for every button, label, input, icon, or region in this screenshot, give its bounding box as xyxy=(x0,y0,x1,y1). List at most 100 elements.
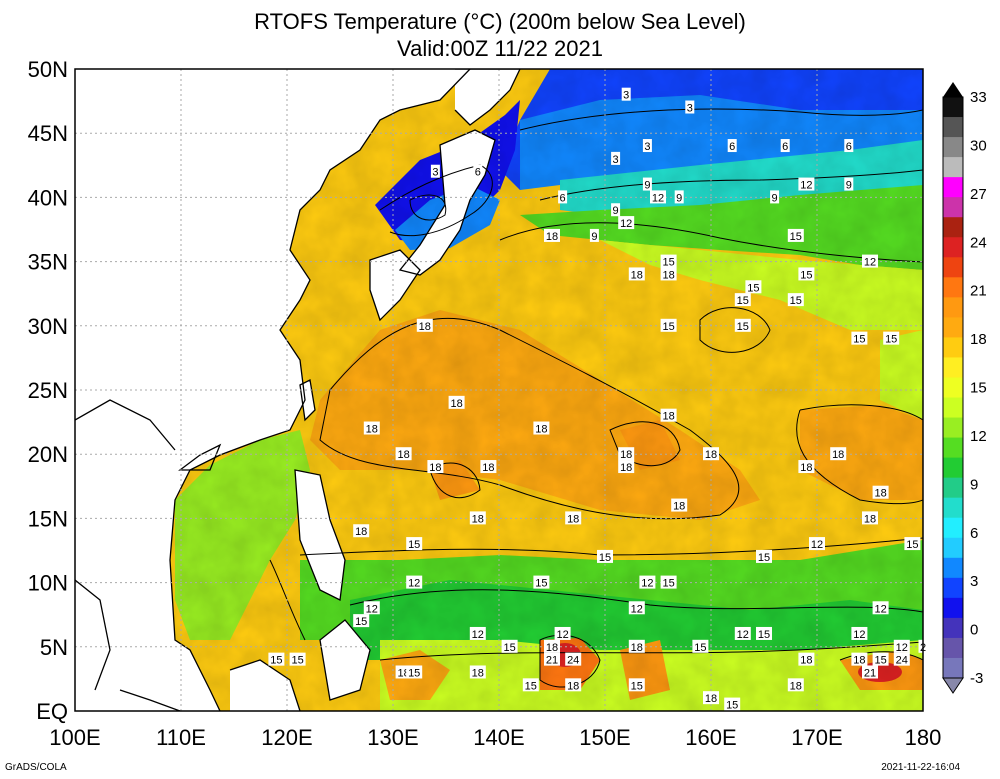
contour-label-text: 6 xyxy=(782,141,788,153)
contour-label: 12 xyxy=(893,639,910,654)
colorbar-swatch xyxy=(943,217,963,238)
contour-label: 6 xyxy=(727,139,737,153)
contour-label-box xyxy=(844,177,854,191)
contour-label-text: 12 xyxy=(620,218,632,230)
contour-label: 9 xyxy=(674,190,684,204)
contour-label-box xyxy=(522,678,539,692)
contour-label-text: 12 xyxy=(408,578,420,590)
contour-label: 9 xyxy=(611,203,621,217)
contour-label-box xyxy=(618,216,635,230)
contour-label-text: 12 xyxy=(811,539,823,551)
lon-tick-label: 180 xyxy=(905,725,942,750)
contour-label: 6 xyxy=(558,190,568,204)
contour-label-text: 24 xyxy=(896,655,908,667)
contour-label: 18 xyxy=(787,678,804,692)
contour-label: 3 xyxy=(611,151,621,166)
contour-label: 15 xyxy=(533,575,550,590)
contour-label-box xyxy=(448,395,465,409)
colorbar-swatch xyxy=(943,117,963,138)
contour-label-box xyxy=(844,139,854,153)
contour-label: 15 xyxy=(756,626,772,641)
contour-label-box xyxy=(671,498,688,512)
contour-label-box xyxy=(685,100,695,114)
contour-label-text: 18 xyxy=(832,449,844,461)
colorbar-swatch xyxy=(943,317,963,338)
contour-label-text: 18 xyxy=(705,693,717,705)
plot-frame xyxy=(74,68,924,712)
contour-label: 15 xyxy=(406,665,423,679)
contour-label: 24 xyxy=(893,652,910,667)
contour-label-text: 18 xyxy=(864,513,876,525)
contour-label: 18 xyxy=(480,460,497,474)
contour-label: 3 xyxy=(621,87,631,102)
contour-label-text: 18 xyxy=(662,411,674,423)
colorbar-tick-label: -3 xyxy=(970,670,983,687)
contour-label-box xyxy=(893,652,910,666)
contour-label: 9 xyxy=(589,228,599,243)
contour-label-box xyxy=(851,652,868,666)
contour-label-text: 6 xyxy=(729,141,735,153)
colorbar-swatch xyxy=(943,157,963,178)
contour-label: 24 xyxy=(565,652,582,667)
lat-tick-label: EQ xyxy=(36,699,68,724)
contour-label-text: 15 xyxy=(853,334,865,346)
colorbar-swatch xyxy=(943,437,963,459)
contour-label-text: 24 xyxy=(567,655,579,667)
contour-label-box xyxy=(660,318,677,332)
colorbar-swatch xyxy=(943,337,963,358)
colorbar-swatch xyxy=(943,657,963,679)
contour-label-box xyxy=(554,626,571,640)
colorbar-swatch xyxy=(943,177,963,198)
lat-tick-label: 25N xyxy=(28,378,68,403)
contour-label-text: 15 xyxy=(355,616,367,628)
contour-label: 9 xyxy=(642,177,652,192)
contour-label-text: 3 xyxy=(613,154,619,166)
contour-label-box xyxy=(893,639,910,653)
contour-label-box xyxy=(406,665,423,679)
contour-label: 15 xyxy=(597,549,613,564)
lon-tick-label: 150E xyxy=(579,725,630,750)
contour-label: 18 xyxy=(448,395,465,410)
colorbar-top-arrow xyxy=(943,82,963,97)
contour-label-box xyxy=(558,190,568,204)
colorbar-swatch xyxy=(943,537,963,559)
contour-label-box xyxy=(862,511,878,525)
contour-label: 18 xyxy=(703,691,719,705)
contour-label-text: 21 xyxy=(546,655,558,667)
contour-label-box xyxy=(533,575,550,589)
lon-tick-label: 130E xyxy=(367,725,418,750)
contour-label-box xyxy=(745,280,762,294)
contour-label-box xyxy=(787,293,804,307)
colorbar-swatch xyxy=(943,197,963,218)
colorbar-swatch xyxy=(943,637,963,659)
colorbar-swatch xyxy=(943,577,963,599)
contour-label-box xyxy=(395,447,412,461)
contour-label-text: 18 xyxy=(662,269,674,281)
contour-label-text: 9 xyxy=(613,205,619,217)
contour-label-box xyxy=(851,331,868,345)
lat-tick-label: 5N xyxy=(40,635,68,660)
contour-label-box xyxy=(872,601,889,615)
contour-label-text: 18 xyxy=(567,680,579,692)
contour-label: 3 xyxy=(642,139,652,153)
colorbar-swatch xyxy=(943,377,963,399)
contour-label-text: 12 xyxy=(631,603,643,615)
contour-label-text: 15 xyxy=(737,321,749,333)
contour-label-box xyxy=(416,318,433,332)
contour-label-text: 18 xyxy=(366,424,378,436)
contour-label-text: 18 xyxy=(800,462,812,474)
contour-label-box xyxy=(544,639,560,653)
contour-label: 12 xyxy=(628,601,645,615)
contour-label-text: 18 xyxy=(355,526,367,538)
contour-label-box xyxy=(480,460,497,474)
contour-label-text: 18 xyxy=(419,321,431,333)
contour-label-box xyxy=(597,549,613,563)
contour-label-text: 6 xyxy=(560,192,566,204)
contour-label-box xyxy=(268,652,285,666)
lat-tick-label: 35N xyxy=(28,250,68,275)
contour-label: 15 xyxy=(872,652,889,667)
contour-label-text: 18 xyxy=(429,462,441,474)
contour-label-text: 12 xyxy=(472,629,484,641)
contour-label-box xyxy=(798,652,815,666)
contour-label: 18 xyxy=(469,665,486,679)
